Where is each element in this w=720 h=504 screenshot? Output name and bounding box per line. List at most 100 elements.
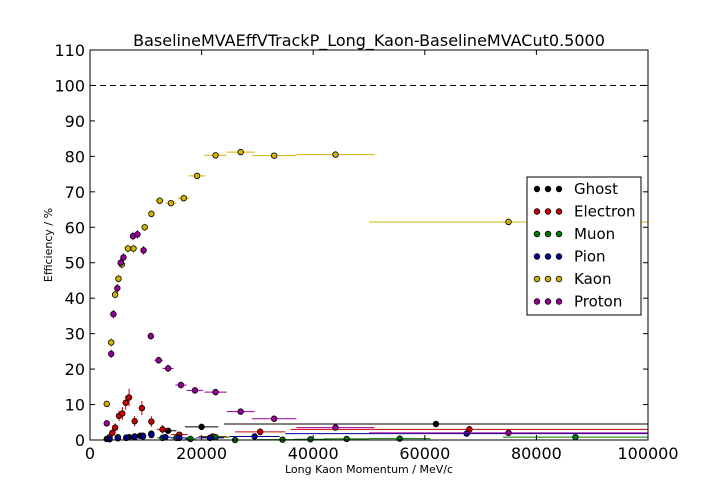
data-point: [108, 350, 115, 358]
y-tick-label: 80: [65, 147, 85, 166]
legend-item-pion: Pion: [533, 248, 606, 266]
data-point: [332, 424, 339, 431]
data-point: [177, 381, 185, 389]
legend-box: [526, 176, 642, 316]
data-point: [256, 428, 264, 436]
data-point: [396, 435, 403, 442]
data-point: [505, 218, 512, 226]
data-point: [180, 194, 187, 202]
data-point: [114, 285, 121, 292]
legend-marker: [544, 253, 552, 260]
data-point: [148, 431, 155, 438]
data-point: [131, 418, 138, 425]
legend-marker: [533, 275, 541, 283]
x-tick-label: 60000: [399, 444, 450, 463]
data-point: [432, 420, 440, 428]
y-tick-label: 90: [65, 112, 85, 131]
data-point: [148, 418, 155, 425]
data-point: [251, 433, 258, 440]
data-point: [122, 399, 129, 406]
y-tick-label: 70: [65, 183, 85, 202]
data-point: [106, 435, 113, 443]
data-point: [120, 254, 127, 261]
data-point: [138, 404, 146, 412]
data-point: [176, 434, 183, 442]
data-point: [193, 172, 201, 180]
series-kaon: [103, 148, 648, 408]
data-point: [307, 436, 314, 443]
data-point: [198, 423, 205, 431]
data-point: [141, 224, 148, 231]
legend-marker: [544, 208, 552, 215]
legend-marker: [544, 275, 552, 283]
data-point: [109, 429, 116, 437]
data-point: [103, 400, 110, 408]
x-tick-label: 40000: [288, 444, 339, 463]
legend-label: Electron: [574, 203, 636, 221]
legend-item-muon: Muon: [533, 225, 615, 243]
legend-marker: [555, 253, 563, 260]
y-tick-label: 100: [54, 76, 85, 95]
y-tick-label: 110: [54, 41, 85, 60]
data-point: [505, 429, 512, 437]
data-point: [212, 388, 219, 396]
data-point: [343, 435, 350, 443]
data-point: [162, 433, 169, 441]
legend-marker: [555, 208, 563, 215]
data-point: [124, 245, 132, 252]
data-point: [463, 430, 470, 437]
legend-label: Ghost: [574, 180, 618, 198]
y-tick-label: 50: [65, 254, 85, 273]
data-point: [130, 245, 137, 252]
plot-frame: [89, 49, 649, 441]
legend-label: Pion: [574, 248, 606, 266]
series-proton: [103, 230, 648, 437]
y-tick-label: 40: [65, 289, 85, 308]
data-point: [332, 151, 339, 158]
data-point: [147, 332, 155, 340]
legend-marker: [533, 253, 541, 260]
data-point: [237, 148, 244, 156]
x-tick-label: 80000: [511, 444, 562, 463]
legend-marker: [555, 185, 563, 193]
data-point: [191, 387, 199, 394]
y-tick-label: 10: [65, 396, 85, 415]
data-point: [212, 152, 219, 159]
legend-label: Muon: [574, 225, 615, 243]
y-axis-label: Efficiency / %: [42, 208, 55, 282]
data-point: [237, 408, 244, 415]
data-point: [164, 427, 172, 434]
y-tick-label: 20: [65, 360, 85, 379]
data-point: [187, 435, 194, 443]
legend-label: Proton: [574, 293, 622, 311]
x-axis-label: Long Kaon Momentum / MeV/c: [285, 463, 453, 476]
y-tick-label: 60: [65, 218, 85, 237]
x-tick-label: 20000: [176, 444, 227, 463]
data-point: [140, 247, 147, 254]
data-point: [148, 210, 155, 217]
data-point: [110, 310, 117, 318]
data-point: [572, 433, 579, 441]
data-point: [111, 291, 119, 298]
y-tick-label: 30: [65, 325, 85, 344]
data-point: [155, 357, 162, 364]
data-point: [117, 259, 124, 266]
legend-marker: [533, 230, 541, 238]
data-point: [159, 426, 166, 433]
data-point: [134, 231, 141, 238]
legend-marker: [533, 208, 541, 215]
legend-item-ghost: Ghost: [533, 180, 618, 198]
data-point: [164, 365, 172, 372]
legend-marker: [544, 298, 552, 305]
data-point: [108, 339, 115, 346]
chart-title: BaselineMVAEffVTrackP_Long_Kaon-Baseline…: [133, 31, 605, 51]
legend-marker: [555, 230, 563, 238]
data-point: [111, 424, 119, 431]
data-point: [139, 433, 147, 440]
data-point: [270, 152, 278, 159]
data-point: [123, 434, 130, 441]
legend-marker: [555, 298, 563, 305]
x-tick-label: 100000: [617, 444, 678, 463]
legend-marker: [533, 185, 541, 193]
